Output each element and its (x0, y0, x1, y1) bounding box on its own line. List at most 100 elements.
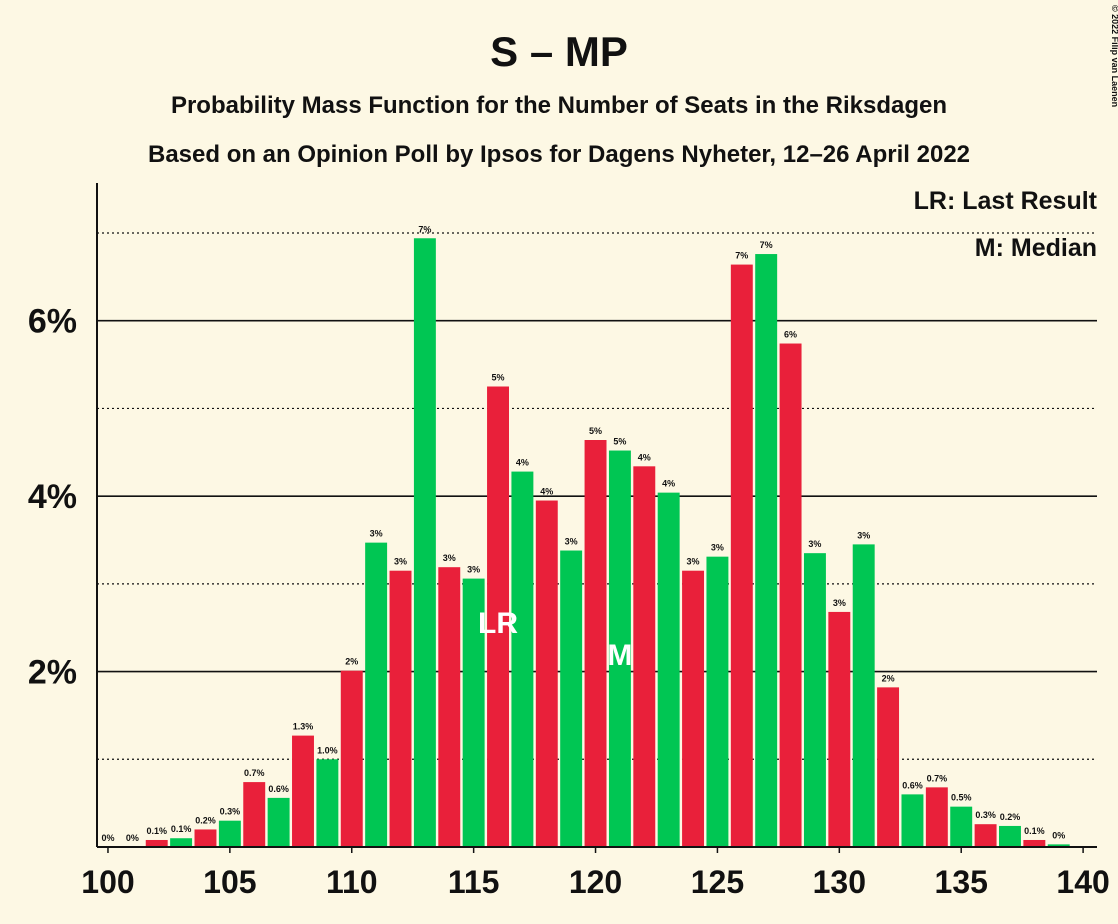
bar (682, 570, 705, 847)
value-label: 1.3% (293, 722, 314, 732)
value-label: 4% (662, 479, 675, 489)
bar (1047, 844, 1070, 847)
bar (413, 238, 436, 847)
value-label: 7% (760, 240, 773, 250)
value-label: 0.1% (171, 824, 192, 834)
bar (170, 838, 193, 847)
bar (438, 567, 461, 847)
value-label: 0.6% (268, 784, 289, 794)
chart-subtitle: Probability Mass Function for the Number… (171, 92, 947, 119)
value-label: 0.3% (220, 807, 241, 817)
value-label: 0.6% (902, 780, 923, 790)
value-label: 2% (345, 657, 358, 667)
y-tick-label: 4% (28, 478, 77, 516)
bar (584, 440, 607, 847)
bar (974, 824, 997, 847)
value-label: 0.1% (1024, 826, 1045, 836)
bar (779, 343, 802, 847)
value-label: 4% (638, 452, 651, 462)
value-label: 0.7% (927, 773, 948, 783)
bar (828, 611, 851, 847)
bar (511, 471, 534, 847)
x-tick-label: 100 (81, 864, 134, 900)
bar (803, 553, 826, 847)
bar (925, 787, 948, 847)
value-label: 0.5% (951, 793, 972, 803)
value-label: 3% (857, 530, 870, 540)
bar (877, 687, 900, 847)
value-label: 7% (735, 251, 748, 261)
value-label: 0.3% (975, 810, 996, 820)
bar (487, 386, 509, 847)
value-label: 0% (1052, 830, 1065, 840)
bar (389, 570, 412, 847)
value-label: 0.2% (195, 815, 216, 825)
bar (316, 759, 339, 847)
value-label: 1.0% (317, 745, 338, 755)
bar (657, 492, 680, 847)
value-label: 0% (101, 833, 114, 843)
value-label: 7% (418, 224, 431, 234)
x-tick-label: 110 (326, 864, 378, 900)
bar (950, 806, 973, 847)
value-label: 5% (589, 426, 602, 436)
bar (608, 450, 631, 847)
value-label: 3% (394, 557, 407, 567)
y-tick-label: 6% (28, 303, 77, 341)
value-label: 3% (808, 539, 821, 549)
bar (706, 556, 729, 847)
bar (535, 500, 558, 847)
value-label: 4% (516, 458, 529, 468)
value-label: 3% (833, 598, 846, 608)
bar (145, 839, 168, 847)
bar (1023, 839, 1046, 847)
value-label: 6% (784, 330, 797, 340)
value-label: 3% (687, 557, 700, 567)
y-tick-label: 2% (28, 654, 77, 692)
annotation: M (607, 639, 632, 672)
annotation: LR (478, 607, 518, 640)
value-label: 0% (126, 833, 139, 843)
x-tick-label: 140 (1056, 864, 1109, 900)
legend-entry: M: Median (975, 234, 1097, 262)
x-tick-label: 105 (203, 864, 256, 900)
bar (852, 544, 875, 847)
value-label: 0.7% (244, 768, 265, 778)
bar (633, 466, 656, 847)
value-label: 0.1% (146, 826, 167, 836)
value-label: 2% (882, 673, 895, 683)
bar (462, 578, 485, 847)
value-label: 5% (492, 372, 505, 382)
value-label: 3% (467, 565, 480, 575)
bar (292, 735, 314, 847)
bar (243, 782, 266, 847)
bar (560, 550, 583, 847)
value-label: 0.2% (1000, 812, 1021, 822)
bar (730, 264, 753, 847)
value-label: 3% (443, 553, 456, 563)
value-label: 4% (540, 487, 553, 497)
value-label: 5% (613, 437, 626, 447)
bar (365, 542, 388, 847)
value-label: 3% (565, 537, 578, 547)
x-tick-label: 130 (813, 864, 866, 900)
x-tick-label: 135 (935, 864, 988, 900)
copyright: © 2022 Filip van Laenen (1110, 5, 1118, 107)
bar (901, 794, 924, 847)
x-tick-label: 120 (569, 864, 622, 900)
bar (755, 254, 778, 847)
value-label: 3% (711, 543, 724, 553)
bar (267, 797, 290, 847)
chart-title: S – MP (490, 28, 628, 75)
bar (998, 825, 1021, 847)
chart-subtitle: Based on an Opinion Poll by Ipsos for Da… (148, 141, 970, 168)
value-label: 3% (370, 529, 383, 539)
x-tick-label: 125 (691, 864, 744, 900)
legend-entry: LR: Last Result (914, 187, 1098, 215)
bar (340, 670, 363, 847)
bar (194, 829, 217, 847)
bar (218, 820, 241, 847)
x-tick-label: 115 (448, 864, 500, 900)
